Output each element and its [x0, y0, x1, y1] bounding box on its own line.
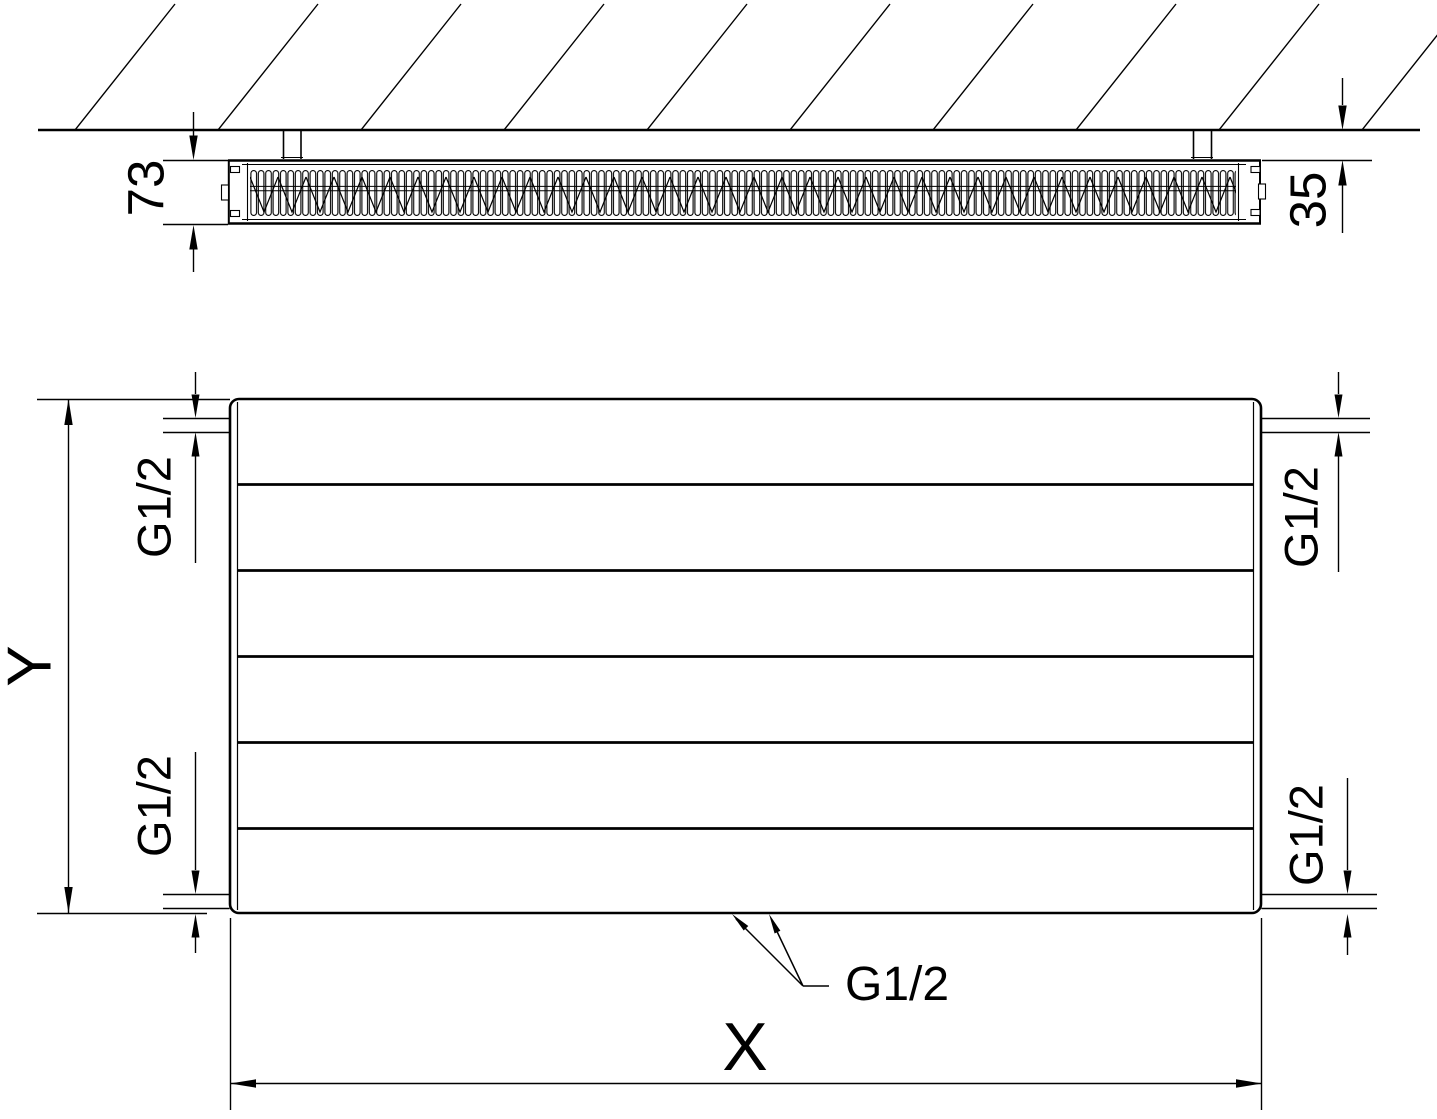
connection-label-bottom-left: G1/2 [128, 755, 181, 857]
arrowhead-down [64, 887, 73, 913]
cap-tab [229, 165, 241, 174]
leader-arrowhead [769, 914, 781, 934]
radiator-top-view [220, 131, 1267, 225]
arrowhead-up [1334, 432, 1343, 457]
connection-label-bottom-center: G1/2 [845, 958, 949, 1011]
end-cap-left [220, 160, 249, 224]
hatch-line [360, 3, 462, 129]
dimension-depth-73: 73 [118, 112, 228, 272]
hatch-line [932, 3, 1034, 129]
arrowhead-down [1338, 105, 1347, 130]
arrowhead-up [189, 225, 198, 250]
connection-label-bottom-right: G1/2 [1280, 784, 1333, 886]
end-cap-right [1237, 160, 1267, 224]
hatch-line [1218, 3, 1320, 129]
arrowhead-down [189, 135, 198, 160]
height-dimension-label: Y [0, 645, 65, 686]
hatch-line [503, 3, 605, 129]
cap-lug [220, 184, 230, 201]
arrowhead-down [1334, 394, 1343, 418]
panel-groove-lines [237, 483, 1254, 830]
cap-tab [229, 209, 241, 218]
wall-hatch [74, 3, 1437, 129]
cap-tab [1250, 165, 1261, 174]
arrowhead-up [1338, 160, 1347, 186]
leader-connection-bottom-center: G1/2 [732, 914, 949, 1011]
hatch-line [217, 3, 319, 129]
dimension-width-x: X [229, 918, 1263, 1110]
convector-fins [250, 170, 1236, 216]
width-dimension-label: X [722, 1009, 767, 1085]
radiator-front-view [163, 397, 1377, 915]
arrowhead-down [1343, 870, 1352, 894]
hatch-line [789, 3, 891, 129]
leader-arrowhead [732, 914, 749, 931]
cap-tab [1250, 208, 1261, 217]
hatch-line [646, 3, 748, 129]
arrowhead-left [230, 1079, 256, 1088]
arrowhead-down [191, 870, 200, 894]
arrowhead-up [1343, 914, 1352, 938]
dimension-connection-bottom-left: G1/2 [128, 752, 200, 953]
hatch-line [74, 3, 176, 129]
hatch-line [1075, 3, 1177, 129]
arrowhead-up [191, 432, 200, 457]
arrowhead-up [64, 399, 73, 425]
fin-zigzag [250, 170, 1236, 216]
hatch-line [1361, 34, 1437, 129]
depth-dimension-label: 73 [118, 160, 175, 217]
wall-bracket-right [1191, 131, 1213, 159]
arrowhead-right [1236, 1079, 1262, 1088]
dimension-wall-clearance-35: 35 [1262, 78, 1372, 233]
wall-clearance-dimension-label: 35 [1280, 172, 1337, 229]
connection-stubs [163, 417, 1377, 910]
dimension-connection-top-left: G1/2 [128, 372, 200, 563]
connection-label-top-left: G1/2 [128, 456, 181, 558]
arrowhead-down [191, 394, 200, 418]
dimension-connection-bottom-right: G1/2 [1280, 778, 1352, 955]
dimension-connection-top-right: G1/2 [1275, 372, 1343, 572]
connection-label-top-right: G1/2 [1275, 466, 1328, 568]
wall-bracket-left [281, 131, 303, 159]
wall-section [38, 3, 1437, 132]
arrowhead-up [191, 914, 200, 938]
cap-lug [1257, 183, 1267, 200]
dimension-height-y: Y [0, 398, 230, 915]
